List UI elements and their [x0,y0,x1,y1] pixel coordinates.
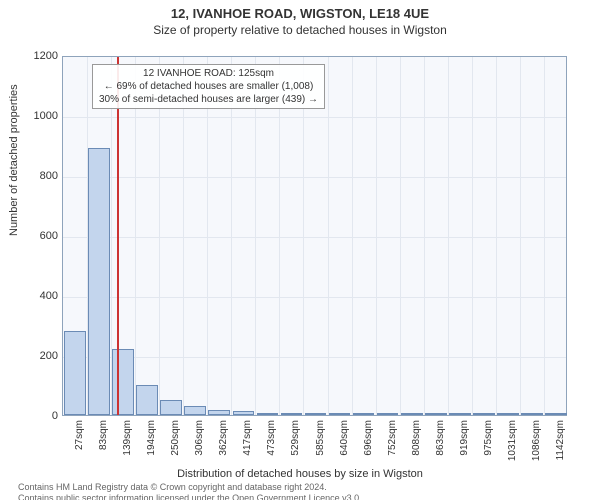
histogram-bar [233,411,255,415]
histogram-bar [184,406,206,415]
x-tick-label: 752sqm [387,420,398,456]
histogram-bar [449,413,471,415]
x-tick-label: 27sqm [74,420,85,450]
y-tick-label: 0 [8,410,58,422]
gridline-vertical [255,57,256,415]
histogram-bar [545,413,567,415]
x-tick-label: 306sqm [194,420,205,456]
gridline-vertical [111,57,112,415]
gridline-vertical [328,57,329,415]
annotation-line-1: 12 IVANHOE ROAD: 125sqm [99,67,318,80]
x-tick-label: 640sqm [339,420,350,456]
x-tick-label: 919sqm [459,420,470,456]
chart-area: 12 IVANHOE ROAD: 125sqm ← 69% of detache… [62,56,567,416]
gridline-vertical [544,57,545,415]
gridline-vertical [231,57,232,415]
gridline-vertical [183,57,184,415]
footer-line-1: Contains HM Land Registry data © Crown c… [18,482,362,493]
plot-background [62,56,567,416]
gridline-horizontal [63,177,566,178]
reference-line [117,57,119,415]
footer-line-2: Contains public sector information licen… [18,493,362,500]
x-tick-label: 194sqm [146,420,157,456]
gridline-horizontal [63,237,566,238]
gridline-vertical [87,57,88,415]
annotation-box: 12 IVANHOE ROAD: 125sqm ← 69% of detache… [92,64,325,109]
histogram-bar [136,385,158,415]
gridline-vertical [303,57,304,415]
gridline-vertical [520,57,521,415]
x-tick-label: 529sqm [290,420,301,456]
footer-attribution: Contains HM Land Registry data © Crown c… [18,482,362,500]
x-tick-label: 417sqm [242,420,253,456]
gridline-vertical [207,57,208,415]
histogram-bar [281,413,303,415]
x-tick-label: 362sqm [218,420,229,456]
histogram-bar [329,413,351,415]
y-axis-label: Number of detached properties [8,84,20,236]
gridline-vertical [496,57,497,415]
x-tick-label: 863sqm [435,420,446,456]
histogram-bar [88,148,110,415]
x-tick-label: 139sqm [122,420,133,456]
x-tick-label: 975sqm [483,420,494,456]
page-title: 12, IVANHOE ROAD, WIGSTON, LE18 4UE [0,6,600,21]
histogram-bar [305,413,327,415]
y-tick-label: 600 [8,230,58,242]
x-tick-label: 808sqm [411,420,422,456]
gridline-vertical [472,57,473,415]
histogram-bar [353,413,375,415]
gridline-horizontal [63,297,566,298]
gridline-vertical [400,57,401,415]
histogram-bar [473,413,495,415]
histogram-bar [377,413,399,415]
y-tick-label: 200 [8,350,58,362]
x-tick-label: 1142sqm [555,420,566,460]
x-tick-label: 473sqm [266,420,277,456]
x-tick-label: 696sqm [363,420,374,456]
x-axis-label: Distribution of detached houses by size … [0,468,600,480]
histogram-bar [257,413,279,415]
page-subtitle: Size of property relative to detached ho… [0,23,600,37]
x-tick-label: 83sqm [98,420,109,450]
histogram-bar [64,331,86,415]
gridline-vertical [135,57,136,415]
histogram-bar [425,413,447,415]
histogram-bar [160,400,182,415]
annotation-line-2: ← 69% of detached houses are smaller (1,… [99,80,318,93]
gridline-vertical [448,57,449,415]
gridline-vertical [424,57,425,415]
histogram-bar [497,413,519,415]
y-tick-label: 800 [8,170,58,182]
y-tick-label: 400 [8,290,58,302]
gridline-vertical [376,57,377,415]
gridline-horizontal [63,357,566,358]
gridline-vertical [352,57,353,415]
x-tick-label: 250sqm [170,420,181,456]
histogram-bar [521,413,543,415]
x-tick-label: 585sqm [315,420,326,456]
x-tick-label: 1086sqm [531,420,542,461]
histogram-bar [208,410,230,415]
annotation-line-3: 30% of semi-detached houses are larger (… [99,93,318,106]
x-tick-label: 1031sqm [507,420,518,461]
gridline-vertical [159,57,160,415]
y-tick-label: 1200 [8,50,58,62]
histogram-bar [112,349,134,415]
histogram-bar [401,413,423,415]
gridline-horizontal [63,117,566,118]
gridline-vertical [279,57,280,415]
y-tick-label: 1000 [8,110,58,122]
